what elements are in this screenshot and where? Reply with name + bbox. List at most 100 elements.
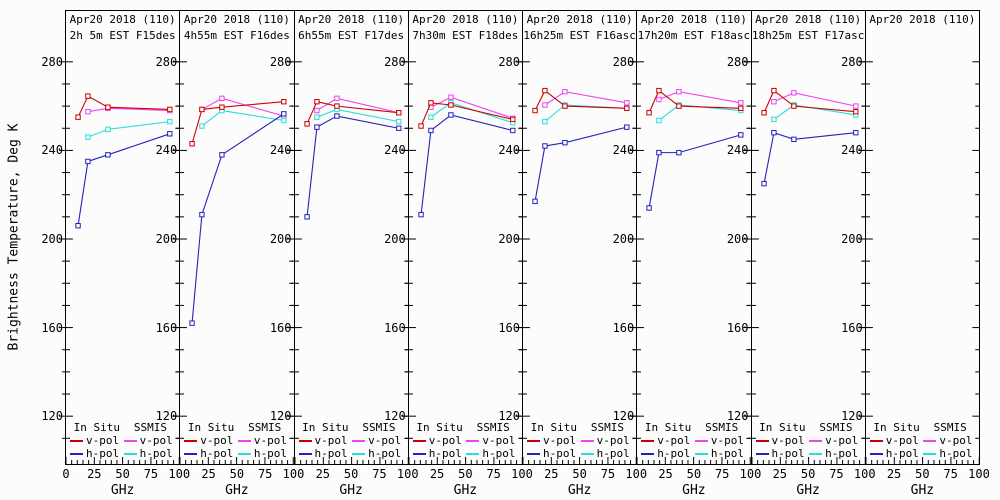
series-ssmis_h xyxy=(313,106,401,125)
legend-item-row: h-pol h-pol xyxy=(641,447,748,460)
legend-item: v-pol xyxy=(527,434,581,447)
x-tick-label: 0 xyxy=(62,467,70,481)
x-tick-label: 50 xyxy=(686,467,702,481)
legend-item-row: v-pol v-pol xyxy=(527,434,634,447)
series-ssmis_h-marker xyxy=(167,118,173,125)
panel-plot-svg xyxy=(173,61,294,464)
legend-item: h-pol xyxy=(527,447,581,460)
series-in_situ_h-marker xyxy=(770,129,777,136)
x-tick-label: 25 xyxy=(87,467,102,481)
series-in_situ_h-marker xyxy=(281,111,287,117)
legend-item-row: h-pol h-pol xyxy=(755,447,863,460)
y-tick-label: 120 xyxy=(612,409,635,424)
legend-item: v-pol xyxy=(412,434,467,447)
panel-title-pass: 2h 5m EST F15des xyxy=(69,29,176,42)
legend-group-header: SSMIS xyxy=(476,421,510,434)
legend-line-swatch xyxy=(352,452,366,455)
legend-line-swatch xyxy=(694,452,708,455)
plot-panel-8: Apr20 2018 (110) 280 240 200 160 120 25 50 75 100… xyxy=(841,11,990,498)
y-tick-label: 120 xyxy=(269,409,292,424)
series-in_situ_h-marker xyxy=(395,125,401,131)
plot-panel-6: Apr20 2018 (110) 17h20m EST F18asc 280 240 2… xyxy=(613,11,761,498)
legend-line-swatch xyxy=(809,439,823,442)
series-in_situ_v-marker xyxy=(542,87,548,94)
series-in_situ_v-marker xyxy=(656,87,662,94)
legend-item: v-pol xyxy=(466,434,520,447)
panel-title-date: Apr20 2018 (110) xyxy=(412,13,519,26)
x-tick-label: 100 xyxy=(511,467,533,481)
legend-header-row: In Situ SSMIS xyxy=(527,421,634,434)
x-tick-label: 50 xyxy=(800,467,816,481)
x-tick-label: 75 xyxy=(257,467,273,481)
plot-panel-4: Apr20 2018 (110) 7h30m EST F18des 280 240 20… xyxy=(384,11,533,498)
legend-item-label: v-pol xyxy=(771,434,805,447)
legend-group-header: In Situ xyxy=(416,421,463,434)
x-tick-label: 50 xyxy=(572,467,587,481)
series-ssmis_h xyxy=(542,102,630,125)
series-in_situ_h-marker xyxy=(656,149,662,156)
legend-group-header: In Situ xyxy=(644,421,692,434)
legend-item-label: h-pol xyxy=(657,447,691,460)
legend-line-swatch xyxy=(412,452,426,455)
series-in_situ_h-marker xyxy=(532,198,538,205)
legend-item-label: h-pol xyxy=(314,447,348,460)
legend-group-header: In Situ xyxy=(759,421,806,434)
legend-item: v-pol xyxy=(869,434,924,447)
legend-item-label: v-pol xyxy=(596,434,630,447)
legend-item: v-pol xyxy=(694,434,749,447)
x-tick-label: 25 xyxy=(544,467,559,481)
y-tick-label: 240 xyxy=(41,143,63,158)
series-ssmis_h-line xyxy=(87,121,170,138)
x-tick-label: 25 xyxy=(429,467,445,481)
legend-line-swatch xyxy=(70,452,83,455)
series-ssmis_v-marker xyxy=(852,103,858,109)
series-ssmis_v-marker xyxy=(770,98,777,105)
legend-item-row: h-pol h-pol xyxy=(70,447,177,460)
legend-item: h-pol xyxy=(237,447,292,460)
legend-item-label: h-pol xyxy=(139,447,173,460)
panel-title-date: Apr20 2018 (110) xyxy=(755,13,862,26)
panel-title-pass: 7h30m EST F18des xyxy=(412,29,519,42)
series-in_situ_v-marker xyxy=(199,106,205,113)
legend-group-header: SSMIS xyxy=(819,421,853,434)
legend-header-row: In Situ SSMIS xyxy=(184,421,291,434)
panel-legend: In Situ SSMIS v-pol v-pol h-pol h-pol xyxy=(70,421,177,460)
series-ssmis_v-line xyxy=(658,91,742,104)
legend-group-header: SSMIS xyxy=(590,421,624,434)
series-ssmis_v xyxy=(542,89,630,108)
legend-item-label: h-pol xyxy=(885,447,919,460)
series-in_situ_h-marker xyxy=(105,152,111,158)
series-in_situ_v-marker xyxy=(532,107,538,114)
legend-item-label: v-pol xyxy=(253,434,287,447)
y-tick-label: 200 xyxy=(155,231,178,246)
series-in_situ_v-marker xyxy=(75,114,81,120)
legend-item-row: h-pol h-pol xyxy=(869,447,977,460)
y-tick-label: 240 xyxy=(155,143,178,158)
x-tick-label: 25 xyxy=(886,467,902,481)
series-ssmis_h-marker xyxy=(770,116,777,123)
series-ssmis_v-marker xyxy=(313,107,320,114)
series-in_situ_h-marker xyxy=(760,180,767,187)
y-tick-label: 280 xyxy=(841,54,863,69)
panel-legend: In Situ SSMIS v-pol v-pol h-pol h-pol xyxy=(641,421,748,460)
legend-header-row: In Situ SSMIS xyxy=(870,421,977,434)
series-in_situ_v-marker xyxy=(760,110,767,116)
x-tick-label: 50 xyxy=(458,467,473,481)
legend-item-label: v-pol xyxy=(200,434,234,447)
legend-item-label: h-pol xyxy=(596,447,630,460)
series-in_situ_v-line xyxy=(306,101,399,125)
y-tick-label: 280 xyxy=(612,54,635,69)
y-tick-label: 120 xyxy=(41,409,63,424)
legend-item-row: v-pol v-pol xyxy=(70,434,177,447)
legend-item: v-pol xyxy=(70,434,124,447)
x-tick-label: 50 xyxy=(915,467,930,481)
legend-item: v-pol xyxy=(755,434,810,447)
legend-item: h-pol xyxy=(184,447,238,460)
plot-panel-5: Apr20 2018 (110) 16h25m EST F16asc 280 240 2… xyxy=(498,11,647,498)
x-tick-label: 100 xyxy=(853,467,876,481)
legend-line-swatch xyxy=(527,452,540,455)
panel-legend: In Situ SSMIS v-pol v-pol h-pol h-pol xyxy=(184,421,291,460)
panel-legend: In Situ SSMIS v-pol v-pol h-pol h-pol xyxy=(298,421,406,460)
legend-line-swatch xyxy=(184,452,198,455)
legend-item-label: h-pol xyxy=(825,447,859,460)
